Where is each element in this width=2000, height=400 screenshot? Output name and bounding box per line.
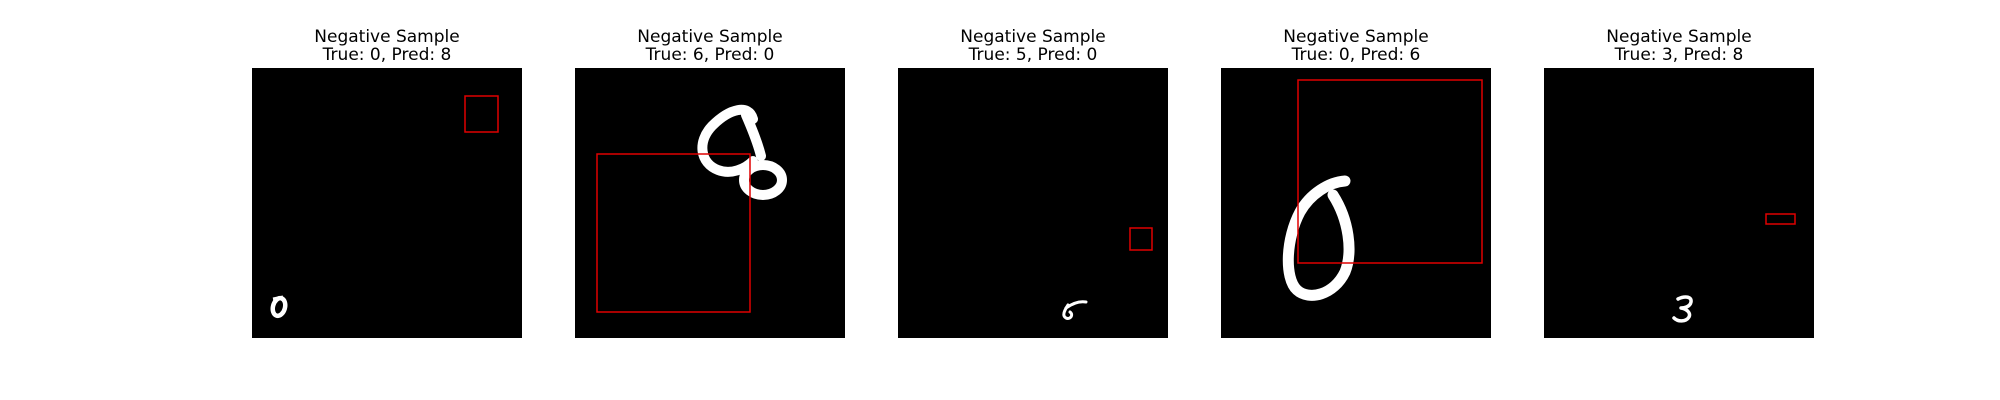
panel-subtitle: True: 3, Pred: 8 xyxy=(1614,45,1744,65)
sample-panel-2: Negative Sample True: 6, Pred: 0 xyxy=(575,0,845,340)
panel-heading: Negative Sample xyxy=(1283,27,1429,47)
sample-panel-1: Negative Sample True: 0, Pred: 8 xyxy=(252,0,522,340)
digit-5-body xyxy=(1062,303,1074,320)
image-background xyxy=(575,68,845,338)
image-background xyxy=(1544,68,1814,338)
digit-image xyxy=(1221,68,1491,338)
panel-subtitle: True: 0, Pred: 6 xyxy=(1291,45,1421,65)
prediction-bounding-box xyxy=(464,95,499,133)
panel-title: Negative Sample True: 0, Pred: 8 xyxy=(212,28,562,64)
panel-heading: Negative Sample xyxy=(637,27,783,47)
sample-panel-4: Negative Sample True: 0, Pred: 6 xyxy=(1221,0,1491,340)
panel-heading: Negative Sample xyxy=(314,27,460,47)
panel-subtitle: True: 5, Pred: 0 xyxy=(968,45,1098,65)
digit-0-glyph xyxy=(1282,175,1355,301)
prediction-bounding-box xyxy=(1129,227,1153,251)
digit-0-tail xyxy=(272,295,284,301)
image-background xyxy=(252,68,522,338)
prediction-bounding-box xyxy=(596,153,751,313)
digit-6-upper-stroke xyxy=(697,104,758,177)
prediction-bounding-box xyxy=(1297,79,1483,264)
panel-subtitle: True: 6, Pred: 0 xyxy=(645,45,775,65)
sample-panel-5: Negative Sample True: 3, Pred: 8 xyxy=(1544,0,1814,340)
panel-subtitle: True: 0, Pred: 8 xyxy=(322,45,452,65)
digit-image xyxy=(252,68,522,338)
sample-panel-3: Negative Sample True: 5, Pred: 0 xyxy=(898,0,1168,340)
digit-6-loop xyxy=(739,160,787,200)
digit-5-top-bar xyxy=(1064,300,1088,310)
digit-image xyxy=(575,68,845,338)
prediction-bounding-box xyxy=(1765,213,1796,225)
digit-image xyxy=(898,68,1168,338)
panel-title: Negative Sample True: 0, Pred: 6 xyxy=(1181,28,1531,64)
panel-title: Negative Sample True: 3, Pred: 8 xyxy=(1504,28,1854,64)
digit-6-spine xyxy=(741,110,766,161)
image-background xyxy=(1221,68,1491,338)
panel-heading: Negative Sample xyxy=(960,27,1106,47)
panel-title: Negative Sample True: 5, Pred: 0 xyxy=(858,28,1208,64)
panel-heading: Negative Sample xyxy=(1606,27,1752,47)
image-background xyxy=(898,68,1168,338)
digit-3-glyph xyxy=(1672,295,1693,323)
digit-image xyxy=(1544,68,1814,338)
panel-title: Negative Sample True: 6, Pred: 0 xyxy=(535,28,885,64)
